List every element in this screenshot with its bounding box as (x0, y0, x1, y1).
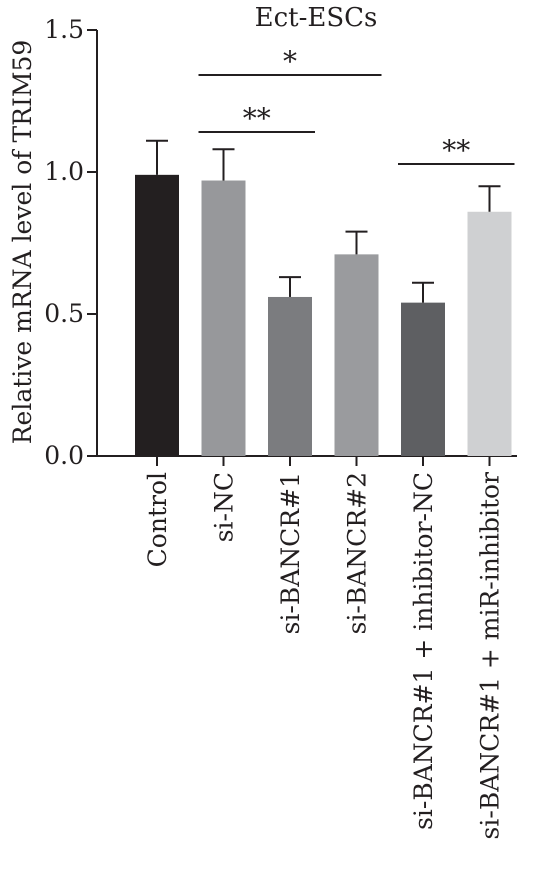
significance-label: * (283, 45, 297, 78)
chart-title: Ect-ESCs (255, 3, 378, 33)
significance-label: ** (243, 102, 271, 135)
x-tick-label: Control (143, 472, 172, 567)
bars (135, 174, 512, 456)
x-tick-label: si-BANCR#2 (343, 472, 372, 634)
bar (135, 174, 179, 456)
bar (401, 302, 445, 456)
y-tick-label: 1.5 (44, 15, 84, 44)
y-ticks: 0.0 0.5 1.0 1.5 (44, 15, 97, 470)
y-axis-label: Relative mRNA level of TRIM59 (8, 40, 37, 445)
x-tick-label: si-NC (210, 472, 239, 542)
bar (467, 211, 512, 456)
error-bars (146, 139, 501, 303)
significance-label: ** (442, 134, 470, 167)
category-labels: Control si-NC si-BANCR#1 si-BANCR#2 si-BANCR… (143, 472, 505, 839)
bar (201, 180, 246, 456)
x-tick-label: si-BANCR#1 + inhibitor-NC (409, 472, 438, 830)
y-tick-label: 1.0 (44, 157, 84, 186)
y-tick-label: 0.0 (44, 441, 84, 470)
y-tick-label: 0.5 (44, 299, 84, 328)
bar (268, 296, 312, 456)
x-ticks (156, 456, 491, 466)
x-tick-label: si-BANCR#1 (276, 472, 305, 634)
bar (334, 254, 379, 456)
x-tick-label: si-BANCR#1 + miR-inhibitor (476, 472, 505, 839)
significance-annotations: ***** (198, 45, 515, 167)
